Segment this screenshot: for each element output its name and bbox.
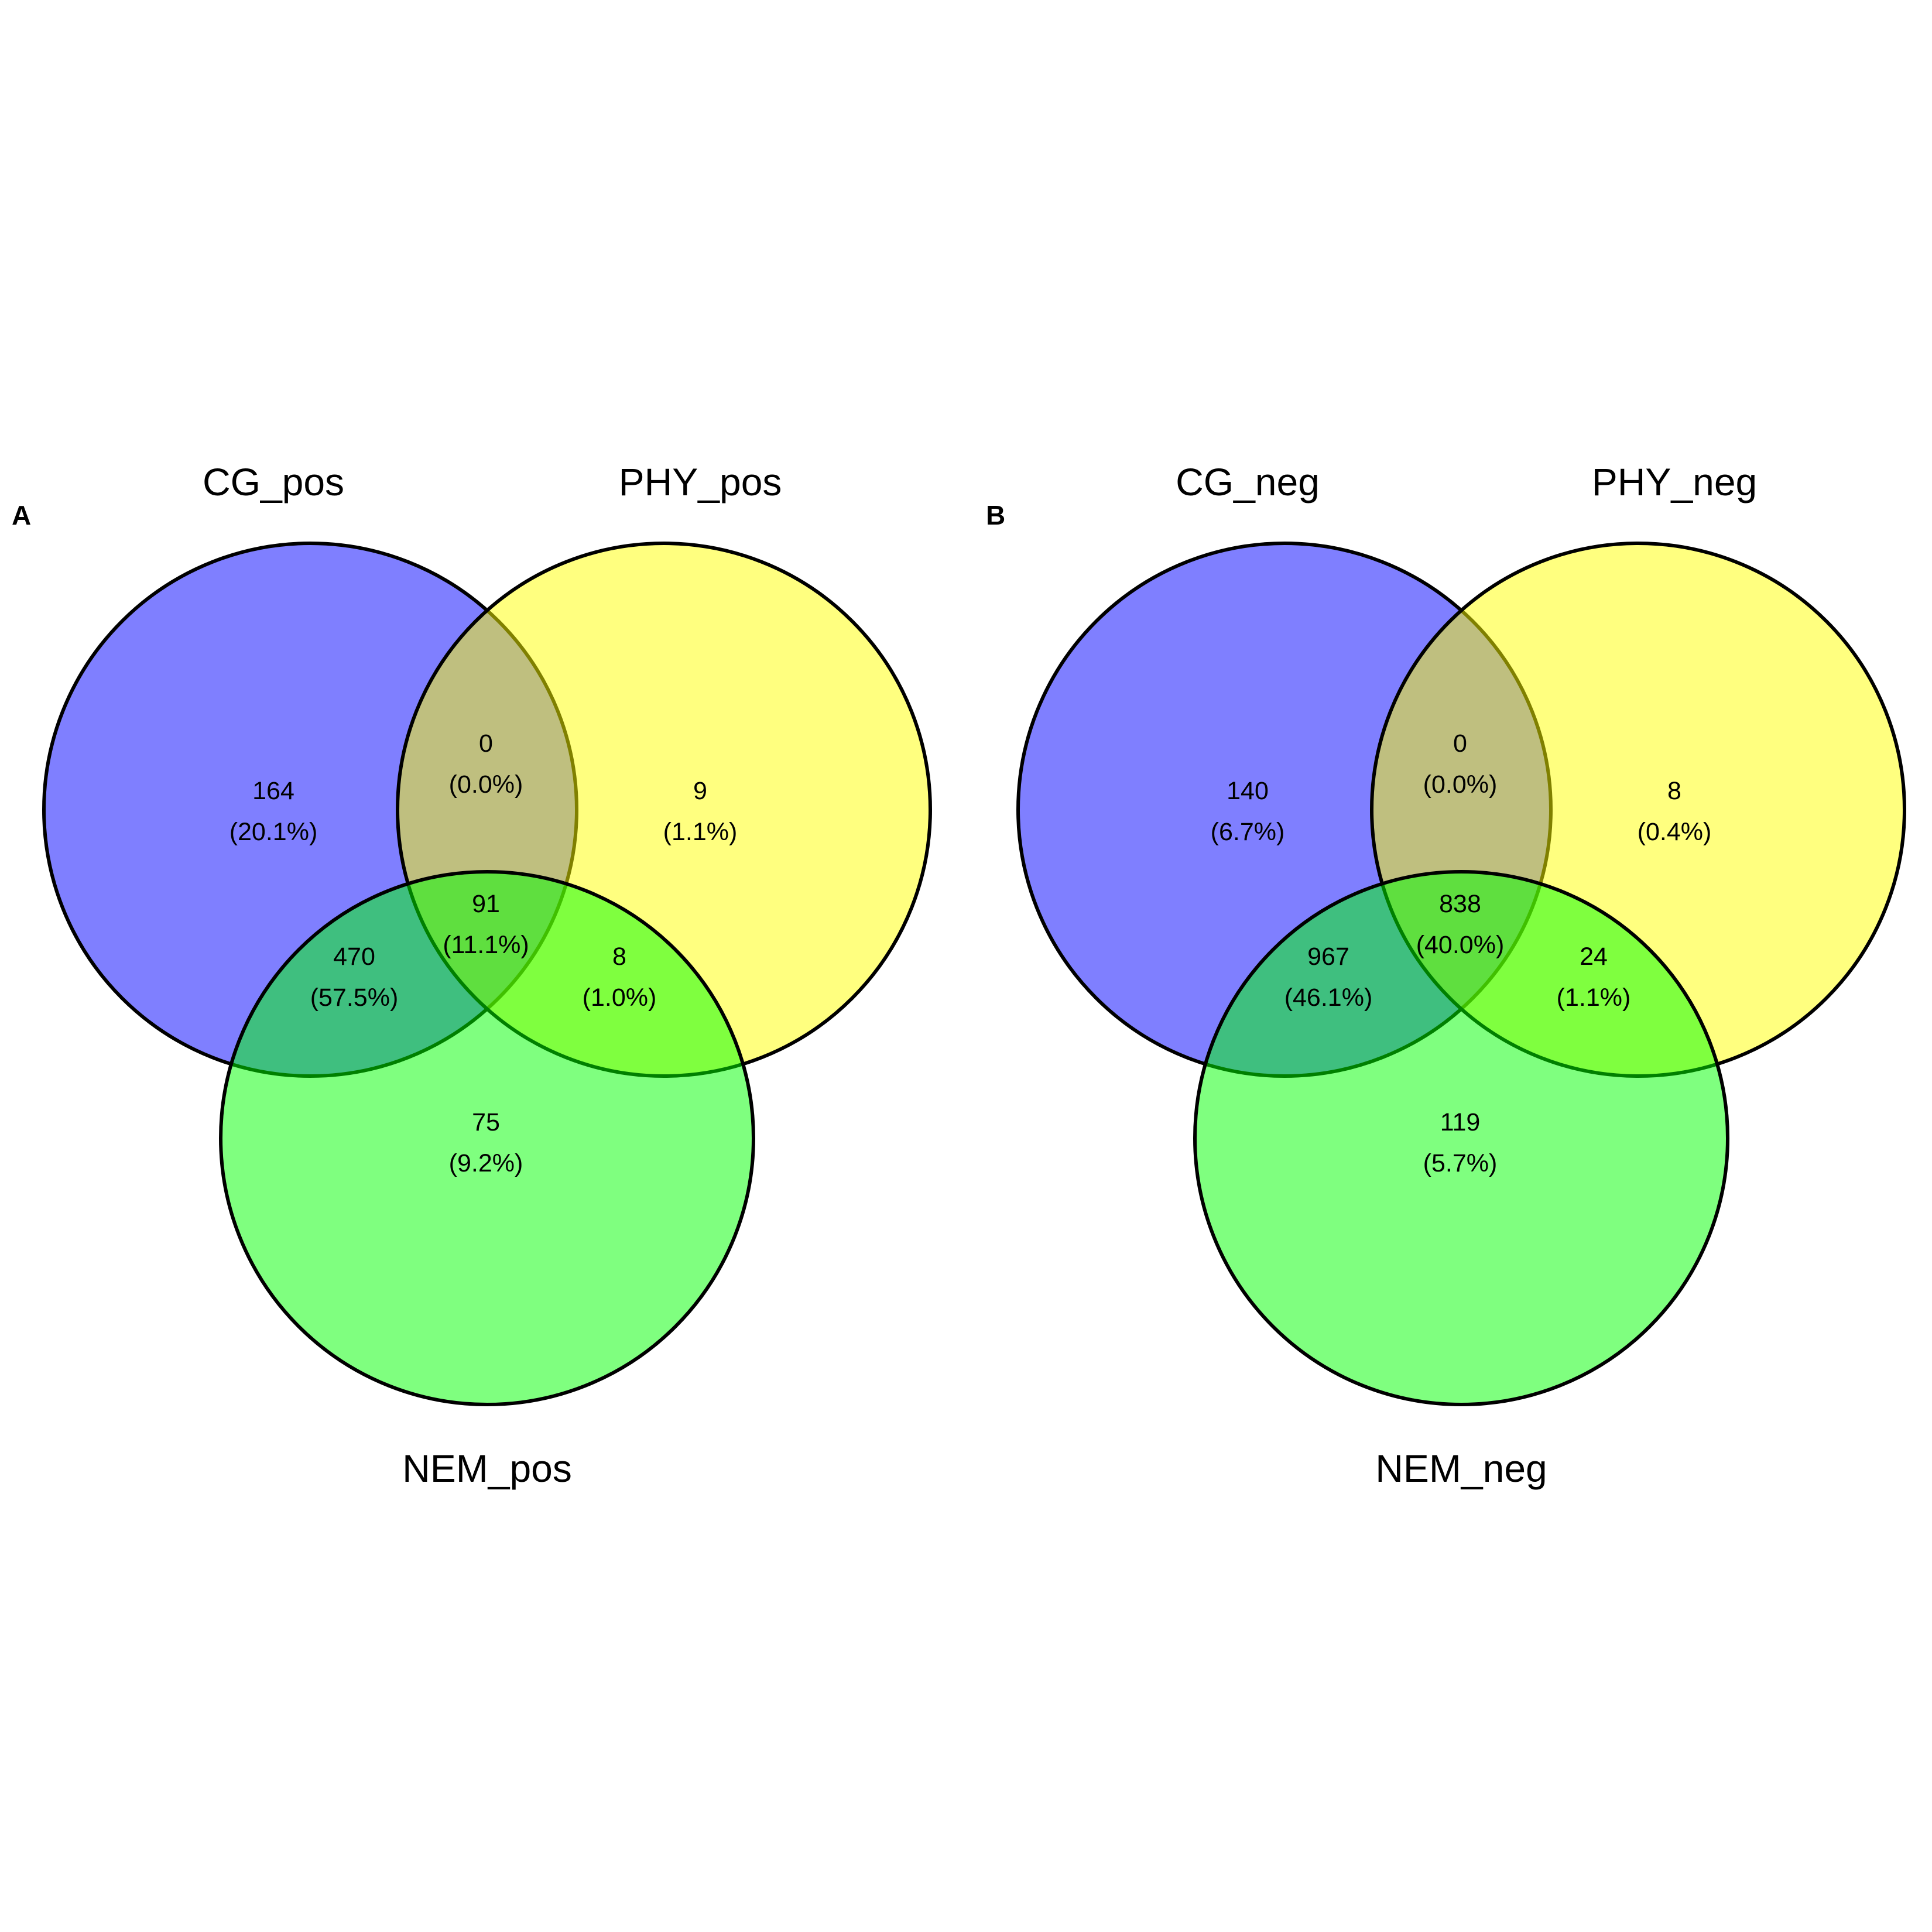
- panel-letter: A: [12, 500, 31, 530]
- set-circle-nem: [1193, 870, 1729, 1406]
- venn-panel-a: A CG_pos PHY_pos NEM_pos 164 (20.1%) 0 (0.0%) 9 (…: [12, 460, 932, 1490]
- region-count-cg-nem: 967: [1307, 943, 1349, 971]
- region-count-cg-phy: 0: [1453, 729, 1467, 758]
- region-percent-cg-phy: (0.0%): [1423, 770, 1498, 799]
- venn-panel-b: B CG_neg PHY_neg NEM_neg 140 (6.7%) 0 (0.0%) 8 (0…: [986, 460, 1906, 1490]
- region-count-nem-only: 75: [472, 1108, 500, 1136]
- region-percent-cg-nem: (46.1%): [1284, 984, 1373, 1012]
- region-count-cg-only: 140: [1227, 777, 1269, 805]
- set-label-nem: NEM_neg: [1375, 1447, 1547, 1490]
- region-count-cg-nem: 470: [333, 943, 375, 971]
- region-percent-nem-only: (5.7%): [1423, 1149, 1498, 1177]
- panel-letter: B: [986, 500, 1005, 530]
- region-percent-all-three: (40.0%): [1416, 931, 1505, 959]
- region-percent-cg-phy: (0.0%): [449, 770, 523, 799]
- region-percent-phy-nem: (1.0%): [583, 984, 657, 1012]
- set-label-phy: PHY_pos: [619, 460, 782, 503]
- region-count-cg-only: 164: [252, 777, 294, 805]
- set-label-phy: PHY_neg: [1592, 460, 1758, 503]
- region-count-all-three: 838: [1439, 890, 1481, 918]
- region-count-all-three: 91: [472, 890, 500, 918]
- set-label-nem: NEM_pos: [402, 1447, 572, 1490]
- region-percent-phy-only: (0.4%): [1638, 818, 1712, 846]
- region-count-phy-nem: 8: [612, 943, 626, 971]
- region-percent-phy-nem: (1.1%): [1557, 984, 1631, 1012]
- region-percent-cg-only: (6.7%): [1211, 818, 1285, 846]
- set-label-cg: CG_neg: [1176, 460, 1320, 503]
- region-count-phy-only: 9: [693, 777, 707, 805]
- region-count-cg-phy: 0: [479, 729, 493, 758]
- set-label-cg: CG_pos: [203, 460, 344, 503]
- region-percent-all-three: (11.1%): [443, 931, 529, 959]
- region-count-phy-nem: 24: [1580, 943, 1608, 971]
- set-circle-nem: [219, 870, 755, 1406]
- region-percent-cg-nem: (57.5%): [310, 984, 399, 1012]
- region-percent-cg-only: (20.1%): [229, 818, 318, 846]
- region-percent-phy-only: (1.1%): [663, 818, 738, 846]
- region-count-nem-only: 119: [1440, 1108, 1481, 1136]
- region-count-phy-only: 8: [1667, 777, 1681, 805]
- region-percent-nem-only: (9.2%): [449, 1149, 523, 1177]
